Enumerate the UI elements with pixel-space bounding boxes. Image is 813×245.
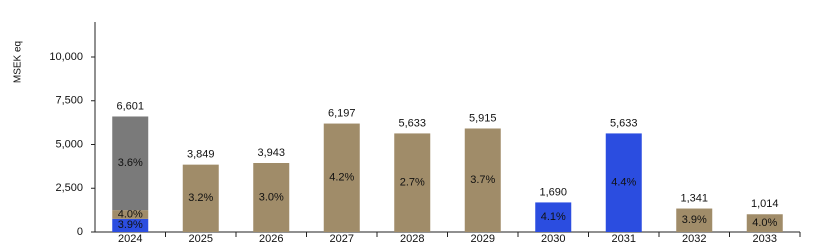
total-label: 1,341 (680, 192, 708, 204)
bar-segment (746, 214, 783, 232)
bar-segment (112, 210, 149, 219)
x-tick-label: 2024 (118, 233, 142, 245)
x-tick-label: 2027 (330, 233, 354, 245)
x-tick-label: 2025 (189, 233, 213, 245)
bar-segment (676, 208, 713, 232)
bar-segment (253, 162, 290, 232)
bar-segment (323, 123, 360, 232)
total-label: 3,849 (187, 149, 215, 161)
y-tick-label: 10,000 (49, 51, 83, 63)
y-tick-label: 0 (77, 226, 83, 238)
segment-label: 4.0% (118, 208, 143, 220)
bar-segment (182, 164, 219, 232)
segment-label: 4.2% (329, 172, 354, 184)
y-axis-label: MSEK eq (13, 41, 24, 83)
segment-label: 3.9% (682, 214, 707, 226)
segment-label: 2.7% (400, 177, 425, 189)
x-tick-label: 2026 (259, 233, 283, 245)
total-label: 1,690 (539, 186, 567, 198)
y-tick-label: 2,500 (55, 182, 83, 194)
bar-segment (605, 133, 642, 232)
x-tick-label: 2032 (682, 233, 706, 245)
total-label: 5,915 (469, 112, 497, 124)
total-label: 3,943 (257, 147, 285, 159)
total-label: 1,014 (751, 198, 779, 210)
x-tick-label: 2029 (471, 233, 495, 245)
x-tick-label: 2031 (612, 233, 636, 245)
y-tick-label: 5,000 (55, 138, 83, 150)
segment-label: 3.2% (188, 192, 213, 204)
segment-label: 3.0% (259, 191, 284, 203)
bar-segment (535, 202, 572, 232)
bar-segment (394, 133, 431, 232)
total-label: 6,601 (116, 100, 144, 112)
segment-label: 3.7% (470, 174, 495, 186)
x-tick-label: 2033 (753, 233, 777, 245)
bar-segment (112, 116, 149, 211)
segment-label: 4.4% (611, 177, 636, 189)
segment-label: 4.0% (752, 217, 777, 229)
total-label: 5,633 (610, 117, 638, 129)
bar-segment (464, 128, 501, 232)
total-label: 6,197 (328, 107, 356, 119)
segment-label: 3.9% (118, 219, 143, 231)
total-label: 5,633 (398, 117, 426, 129)
segment-label: 4.1% (541, 211, 566, 223)
x-tick-label: 2030 (541, 233, 565, 245)
x-tick-label: 2028 (400, 233, 424, 245)
bar-segment (112, 218, 149, 232)
segment-label: 3.6% (118, 157, 143, 169)
y-tick-label: 7,500 (55, 95, 83, 107)
